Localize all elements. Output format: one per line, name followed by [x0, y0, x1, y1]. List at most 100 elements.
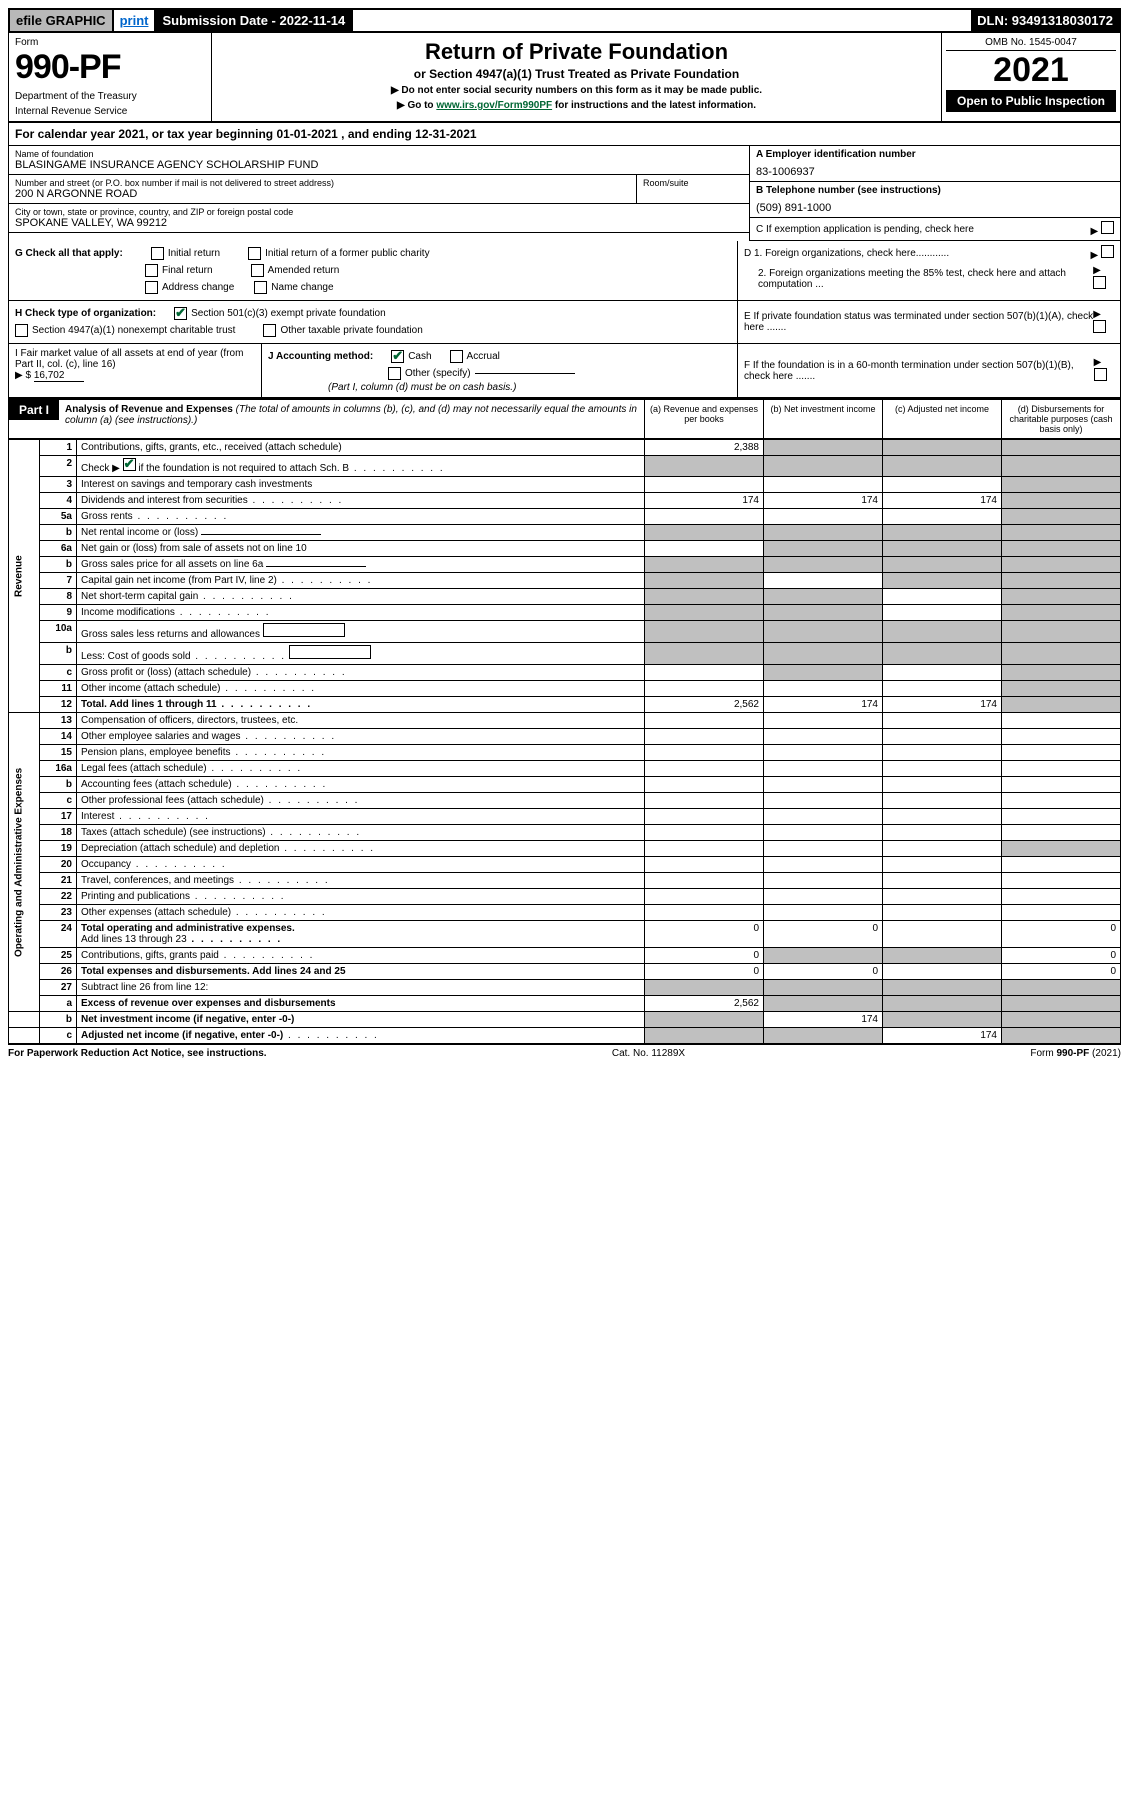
col-d-header: (d) Disbursements for charitable purpose… — [1002, 400, 1120, 438]
form-header: Form 990-PF Department of the Treasury I… — [8, 33, 1121, 121]
omb-number: OMB No. 1545-0047 — [946, 37, 1116, 51]
print-link[interactable]: print — [114, 10, 157, 31]
footer-center: Cat. No. 11289X — [612, 1048, 685, 1059]
initial-former-checkbox[interactable] — [248, 247, 261, 260]
header-left: Form 990-PF Department of the Treasury I… — [9, 33, 212, 121]
row-10a: 10aGross sales less returns and allowanc… — [9, 621, 1121, 643]
form-label: Form — [15, 37, 205, 48]
section-i: I Fair market value of all assets at end… — [9, 344, 262, 397]
row-27a: aExcess of revenue over expenses and dis… — [9, 996, 1121, 1012]
open-inspection: Open to Public Inspection — [946, 90, 1116, 112]
ein-label: A Employer identification number — [756, 149, 1114, 160]
sec501-checkbox[interactable] — [174, 307, 187, 320]
amended-return-checkbox[interactable] — [251, 264, 264, 277]
d2-line: 2. Foreign organizations meeting the 85%… — [744, 265, 1114, 292]
row-17: 17Interest — [9, 809, 1121, 825]
row-23: 23Other expenses (attach schedule) — [9, 905, 1121, 921]
line1-col-b — [764, 440, 883, 456]
j-row2: Other (specify) — [268, 365, 731, 382]
name-label: Name of foundation — [15, 149, 743, 159]
street-address: 200 N ARGONNE ROAD — [15, 188, 630, 200]
info-right: A Employer identification number 83-1006… — [749, 146, 1120, 241]
other-method-checkbox[interactable] — [388, 367, 401, 380]
calendar-year-row: For calendar year 2021, or tax year begi… — [8, 121, 1121, 146]
row-16a: 16aLegal fees (attach schedule) — [9, 761, 1121, 777]
room-label: Room/suite — [643, 178, 743, 188]
part1-header-row: Part I Analysis of Revenue and Expenses … — [8, 398, 1121, 439]
row-27: 27Subtract line 26 from line 12: — [9, 980, 1121, 996]
part1-label: Part I — [9, 400, 59, 420]
row-16c: cOther professional fees (attach schedul… — [9, 793, 1121, 809]
street-cell: Number and street (or P.O. box number if… — [9, 175, 636, 204]
dept-treasury: Department of the Treasury — [15, 91, 205, 102]
footer-right: Form 990-PF (2021) — [1030, 1048, 1121, 1059]
row-6b: bGross sales price for all assets on lin… — [9, 557, 1121, 573]
addr-label: Number and street (or P.O. box number if… — [15, 178, 630, 188]
sec4947-checkbox[interactable] — [15, 324, 28, 337]
section-e: E If private foundation status was termi… — [738, 301, 1120, 343]
e-checkbox[interactable] — [1093, 320, 1106, 333]
sec501-label: Section 501(c)(3) exempt private foundat… — [191, 308, 386, 319]
d1-label: D 1. Foreign organizations, check here..… — [744, 248, 949, 259]
sec4947-label: Section 4947(a)(1) nonexempt charitable … — [32, 325, 235, 336]
part1-desc: Analysis of Revenue and Expenses (The to… — [59, 400, 644, 430]
row-26: 26Total expenses and disbursements. Add … — [9, 964, 1121, 980]
col-a-header: (a) Revenue and expenses per books — [645, 400, 764, 438]
final-return-checkbox[interactable] — [145, 264, 158, 277]
accrual-checkbox[interactable] — [450, 350, 463, 363]
initial-return-checkbox[interactable] — [151, 247, 164, 260]
phone-value: (509) 891-1000 — [756, 202, 1114, 214]
i-j-f-row: I Fair market value of all assets at end… — [8, 344, 1121, 398]
dln-label: DLN: 93491318030172 — [971, 10, 1119, 31]
info-left: Name of foundation BLASINGAME INSURANCE … — [9, 146, 749, 241]
row-7: 7Capital gain net income (from Part IV, … — [9, 573, 1121, 589]
cash-checkbox[interactable] — [391, 350, 404, 363]
row-20: 20Occupancy — [9, 857, 1121, 873]
address-change-checkbox[interactable] — [145, 281, 158, 294]
c-arrow: ▶ — [1091, 221, 1114, 237]
page-footer: For Paperwork Reduction Act Notice, see … — [8, 1044, 1121, 1062]
address-change-label: Address change — [162, 282, 234, 293]
i-value: 16,702 — [34, 370, 84, 382]
row-13: Operating and Administrative Expenses 13… — [9, 713, 1121, 729]
city-cell: City or town, state or province, country… — [9, 204, 749, 233]
section-f: F If the foundation is in a 60-month ter… — [738, 344, 1120, 397]
d2-checkbox[interactable] — [1093, 276, 1106, 289]
j-label: J Accounting method: — [268, 351, 373, 362]
row-11: 11Other income (attach schedule) — [9, 681, 1121, 697]
irs-link[interactable]: www.irs.gov/Form990PF — [436, 100, 552, 111]
col-b-header: (b) Net investment income — [764, 400, 883, 438]
other-specify-line — [475, 373, 575, 374]
d1-checkbox[interactable] — [1101, 245, 1114, 258]
title-sub: or Section 4947(a)(1) Trust Treated as P… — [222, 67, 931, 81]
row-27b: bNet investment income (if negative, ent… — [9, 1012, 1121, 1028]
dept-irs: Internal Revenue Service — [15, 106, 205, 117]
g-row3: Address change Name change — [15, 279, 731, 296]
sch-b-checkbox[interactable] — [123, 458, 136, 471]
note-link: ▶ Go to www.irs.gov/Form990PF for instru… — [222, 100, 931, 111]
final-return-label: Final return — [162, 265, 213, 276]
city-value: SPOKANE VALLEY, WA 99212 — [15, 217, 743, 229]
row-8: 8Net short-term capital gain — [9, 589, 1121, 605]
c-checkbox[interactable] — [1101, 221, 1114, 234]
row-6a: 6aNet gain or (loss) from sale of assets… — [9, 541, 1121, 557]
title-main: Return of Private Foundation — [222, 39, 931, 65]
foundation-name: BLASINGAME INSURANCE AGENCY SCHOLARSHIP … — [15, 159, 743, 171]
name-change-checkbox[interactable] — [254, 281, 267, 294]
row-15: 15Pension plans, employee benefits — [9, 745, 1121, 761]
room-cell: Room/suite — [636, 175, 749, 204]
revenue-side-label: Revenue — [9, 440, 40, 713]
other-taxable-checkbox[interactable] — [263, 324, 276, 337]
f-checkbox[interactable] — [1094, 368, 1107, 381]
row-1: Revenue 1 Contributions, gifts, grants, … — [9, 440, 1121, 456]
note-ssn: ▶ Do not enter social security numbers o… — [222, 85, 931, 96]
line-desc: Contributions, gifts, grants, etc., rece… — [77, 440, 645, 456]
accrual-label: Accrual — [467, 351, 500, 362]
initial-former-label: Initial return of a former public charit… — [265, 248, 430, 259]
j-note: (Part I, column (d) must be on cash basi… — [268, 382, 731, 393]
row-25: 25Contributions, gifts, grants paid00 — [9, 948, 1121, 964]
row-18: 18Taxes (attach schedule) (see instructi… — [9, 825, 1121, 841]
other-method-label: Other (specify) — [405, 368, 471, 379]
initial-return-label: Initial return — [168, 248, 220, 259]
foundation-info: Name of foundation BLASINGAME INSURANCE … — [8, 146, 1121, 241]
